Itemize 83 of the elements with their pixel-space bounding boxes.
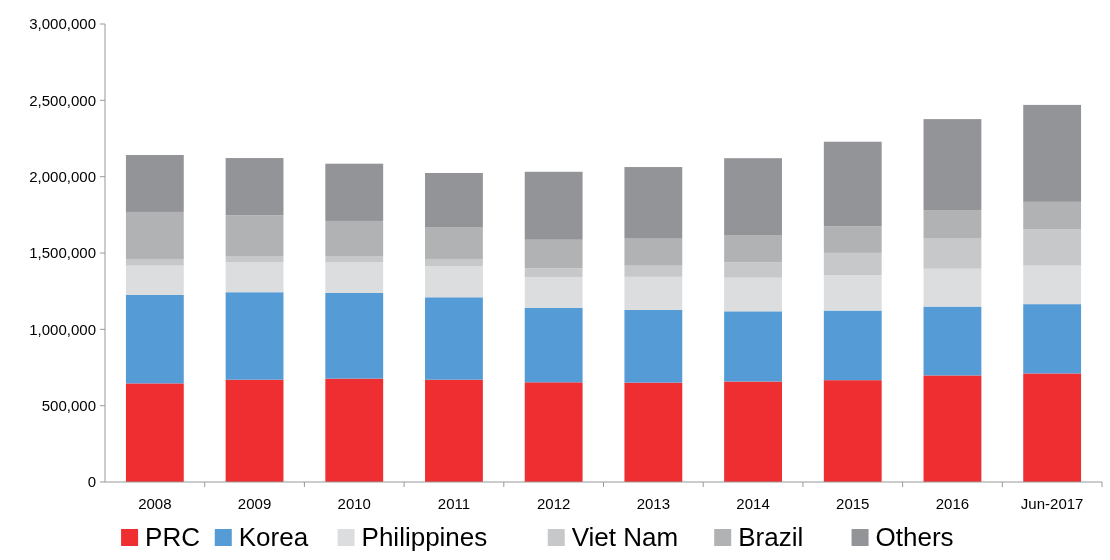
legend-label: Others <box>875 522 954 552</box>
bar <box>225 292 284 380</box>
bar <box>724 277 782 312</box>
bar <box>923 119 982 211</box>
bar <box>225 158 284 216</box>
bar <box>624 382 683 482</box>
bar <box>624 276 683 310</box>
x-tick-label: Jun-2017 <box>1020 495 1084 512</box>
bar <box>325 163 384 221</box>
bar <box>425 227 483 259</box>
bar <box>325 378 384 482</box>
bar <box>125 265 184 295</box>
bar <box>823 275 882 311</box>
bar <box>624 309 683 383</box>
y-tick-label: 1,000,000 <box>29 320 96 338</box>
bar <box>923 238 982 269</box>
y-tick-label: 0 <box>87 473 96 491</box>
legend-label: Korea <box>238 522 309 552</box>
y-tick-label: 1,500,000 <box>29 244 96 262</box>
bar <box>1023 104 1082 202</box>
x-tick-label: 2011 <box>437 495 471 512</box>
bar <box>724 235 782 263</box>
bar <box>524 307 583 383</box>
y-tick-label: 3,000,000 <box>29 15 96 33</box>
bar <box>225 379 284 482</box>
bar <box>225 215 284 257</box>
bar <box>923 268 982 307</box>
bar <box>225 256 284 263</box>
bar <box>1023 201 1082 230</box>
x-tick-label: 2009 <box>237 495 272 512</box>
x-tick-label: 2016 <box>935 495 970 512</box>
y-tick-label: 2,000,000 <box>29 167 96 185</box>
x-tick-label: 2014 <box>736 495 770 512</box>
bar <box>524 268 583 277</box>
bar <box>724 158 782 236</box>
bar <box>524 239 583 269</box>
x-tick-label: 2013 <box>636 495 671 512</box>
bar <box>225 262 284 293</box>
x-tick-label: 2008 <box>138 495 172 512</box>
legend-label: PRC <box>145 522 200 552</box>
bar <box>524 382 583 482</box>
bar <box>125 294 184 384</box>
x-tick-label: 2012 <box>536 495 571 512</box>
bar <box>425 379 483 482</box>
bar <box>823 252 882 276</box>
bar <box>923 210 982 239</box>
bar <box>724 311 782 382</box>
y-tick-label: 500,000 <box>41 396 96 414</box>
bar <box>624 265 683 277</box>
bar <box>823 226 882 253</box>
y-tick-label: 2,500,000 <box>29 91 96 109</box>
bar <box>425 173 483 228</box>
x-tick-label: 2015 <box>836 495 870 512</box>
bar <box>1023 373 1082 482</box>
bar <box>1023 304 1082 374</box>
bar <box>325 256 384 263</box>
bar <box>325 293 384 379</box>
bar <box>923 306 982 376</box>
bar <box>624 167 683 239</box>
legend-label: Viet Nam <box>571 522 679 552</box>
bar <box>724 381 782 482</box>
bar <box>125 154 184 212</box>
bar <box>823 141 882 227</box>
bar <box>125 211 184 259</box>
bar <box>923 375 982 482</box>
bar <box>125 383 184 482</box>
bar <box>524 276 583 308</box>
bar <box>1023 265 1082 305</box>
bar <box>524 171 583 240</box>
bar <box>125 258 184 266</box>
bar <box>1023 229 1082 266</box>
legend-label: Philippines <box>361 522 488 552</box>
legend-label: Brazil <box>738 522 804 552</box>
bar <box>624 238 683 266</box>
bar <box>325 262 384 293</box>
x-tick-label: 2010 <box>337 495 371 512</box>
bar <box>425 297 483 380</box>
bar <box>823 310 882 381</box>
bar <box>325 220 384 257</box>
bar <box>823 380 882 482</box>
bar <box>425 258 483 266</box>
bar <box>425 265 483 298</box>
bar <box>724 262 782 278</box>
